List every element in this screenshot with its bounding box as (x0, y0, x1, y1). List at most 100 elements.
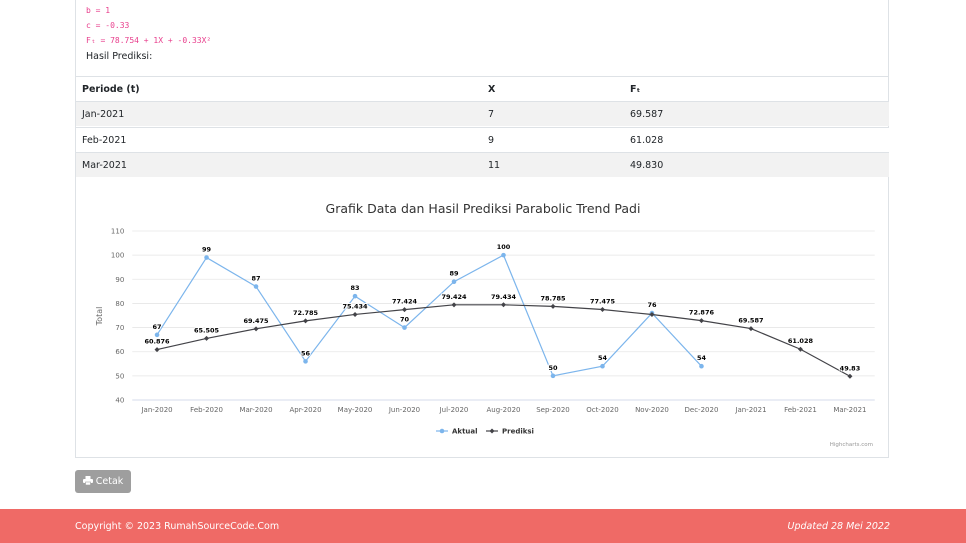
panel (75, 0, 889, 458)
x-tick-label: Apr-2020 (290, 406, 322, 414)
data-label: 50 (548, 364, 558, 372)
data-label: 79.424 (441, 293, 467, 301)
point-marker (303, 318, 309, 324)
credits: Highcharts.com (830, 442, 873, 448)
data-label: 72.876 (689, 309, 715, 317)
point-marker (352, 293, 358, 299)
x-tick-label: Jun-2020 (388, 406, 420, 414)
data-label: 77.424 (392, 298, 418, 306)
code-line: b = 1 (86, 6, 111, 15)
column-header: X (488, 84, 496, 95)
data-label: 83 (350, 284, 359, 292)
data-label: 60.876 (144, 338, 170, 346)
x-tick-label: Aug-2020 (486, 406, 520, 414)
button-label: Cetak (95, 476, 124, 487)
data-label: 78.785 (540, 294, 566, 302)
table-header: Periode (t) X Fₜ (76, 76, 889, 101)
x-tick-label: Feb-2020 (190, 406, 223, 414)
point-marker (154, 347, 160, 353)
legend-label: Aktual (452, 428, 478, 436)
data-label: 65.505 (194, 326, 220, 334)
updated: Updated 28 Mei 2022 (787, 521, 890, 532)
data-label: 70 (400, 316, 410, 324)
point-marker (253, 326, 259, 332)
x-tick-label: Mar-2020 (239, 406, 272, 414)
point-marker (550, 373, 556, 379)
y-tick-label: 100 (111, 252, 124, 260)
y-tick-label: 110 (111, 228, 124, 236)
point-marker (698, 318, 704, 324)
column-header: Periode (t) (82, 84, 140, 95)
point-marker (748, 326, 754, 332)
data-label: 76 (647, 301, 657, 309)
point-marker (550, 303, 556, 309)
data-label: 49.83 (840, 364, 861, 372)
point-marker (253, 284, 259, 289)
x-tick-label: Dec-2020 (685, 406, 719, 414)
y-tick-label: 90 (115, 276, 124, 284)
point-marker (501, 302, 506, 308)
x-tick-label: Jan-2020 (140, 406, 172, 414)
data-label: 75.434 (342, 302, 368, 310)
table-cell: Mar-2021 (82, 160, 127, 171)
series-line (156, 254, 702, 377)
x-tick-label: Nov-2020 (635, 406, 669, 414)
x-tick-label: Mar-2021 (833, 406, 866, 414)
table-row: Feb-2021 9 61.028 (76, 126, 889, 152)
data-label: 69.587 (738, 317, 763, 325)
table-cell: 69.587 (630, 109, 664, 120)
table-cell: 9 (488, 134, 495, 146)
copyright: Copyright © 2023 RumahSourceCode.Com (75, 521, 280, 532)
table-cell: 11 (488, 160, 501, 171)
point-marker (352, 311, 358, 317)
table-cell: Feb-2021 (82, 134, 127, 146)
point-marker (451, 279, 457, 285)
series-line (156, 304, 851, 377)
point-marker (600, 363, 605, 369)
y-tick-label: 60 (115, 348, 124, 356)
data-label: 79.434 (491, 293, 517, 301)
point-marker (402, 307, 408, 313)
x-tick-label: Feb-2021 (784, 406, 817, 414)
y-tick-label: 70 (115, 324, 124, 332)
point-marker (451, 302, 457, 308)
data-label: 61.028 (788, 337, 814, 345)
footer: Copyright © 2023 RumahSourceCode.Com Upd… (0, 509, 966, 543)
point-marker (699, 363, 704, 369)
data-label: 87 (252, 275, 261, 283)
data-label: 100 (497, 243, 511, 251)
point-marker (599, 307, 605, 313)
x-tick-label: Sep-2020 (536, 406, 570, 414)
y-tick-label: 40 (115, 397, 124, 405)
table-row: Mar-2021 11 49.830 (76, 152, 889, 177)
x-tick-label: Jan-2021 (734, 406, 766, 414)
point-marker (847, 373, 853, 379)
x-tick-label: May-2020 (338, 406, 373, 414)
data-label: 54 (697, 354, 707, 362)
point-marker (204, 335, 210, 341)
y-tick-label: 50 (115, 372, 124, 380)
data-label: 77.475 (590, 298, 616, 306)
point-marker (649, 312, 655, 318)
x-tick-label: Jul-2020 (439, 406, 469, 414)
x-tick-label: Oct-2020 (586, 406, 618, 414)
data-label: 72.785 (293, 309, 319, 317)
point-marker (402, 325, 407, 330)
table-row: Jan-2021 7 69.587 (76, 101, 889, 126)
data-label: 89 (449, 270, 459, 278)
y-axis-label: Total (95, 307, 104, 327)
point-marker (204, 255, 209, 260)
chart-title: Grafik Data dan Hasil Prediksi Parabolic… (326, 201, 641, 216)
legend-marker (489, 428, 495, 434)
table-cell: 49.830 (630, 160, 664, 171)
data-label: 56 (301, 349, 311, 357)
code-line: Fₜ = 78.754 + 1X + -0.33X² (86, 36, 212, 45)
point-marker (303, 359, 308, 364)
print-button[interactable]: Cetak (75, 470, 131, 493)
table-cell: 61.028 (630, 134, 664, 146)
point-marker (501, 252, 506, 258)
data-label: 67 (153, 323, 162, 331)
result-label: Hasil Prediksi: (86, 51, 153, 62)
